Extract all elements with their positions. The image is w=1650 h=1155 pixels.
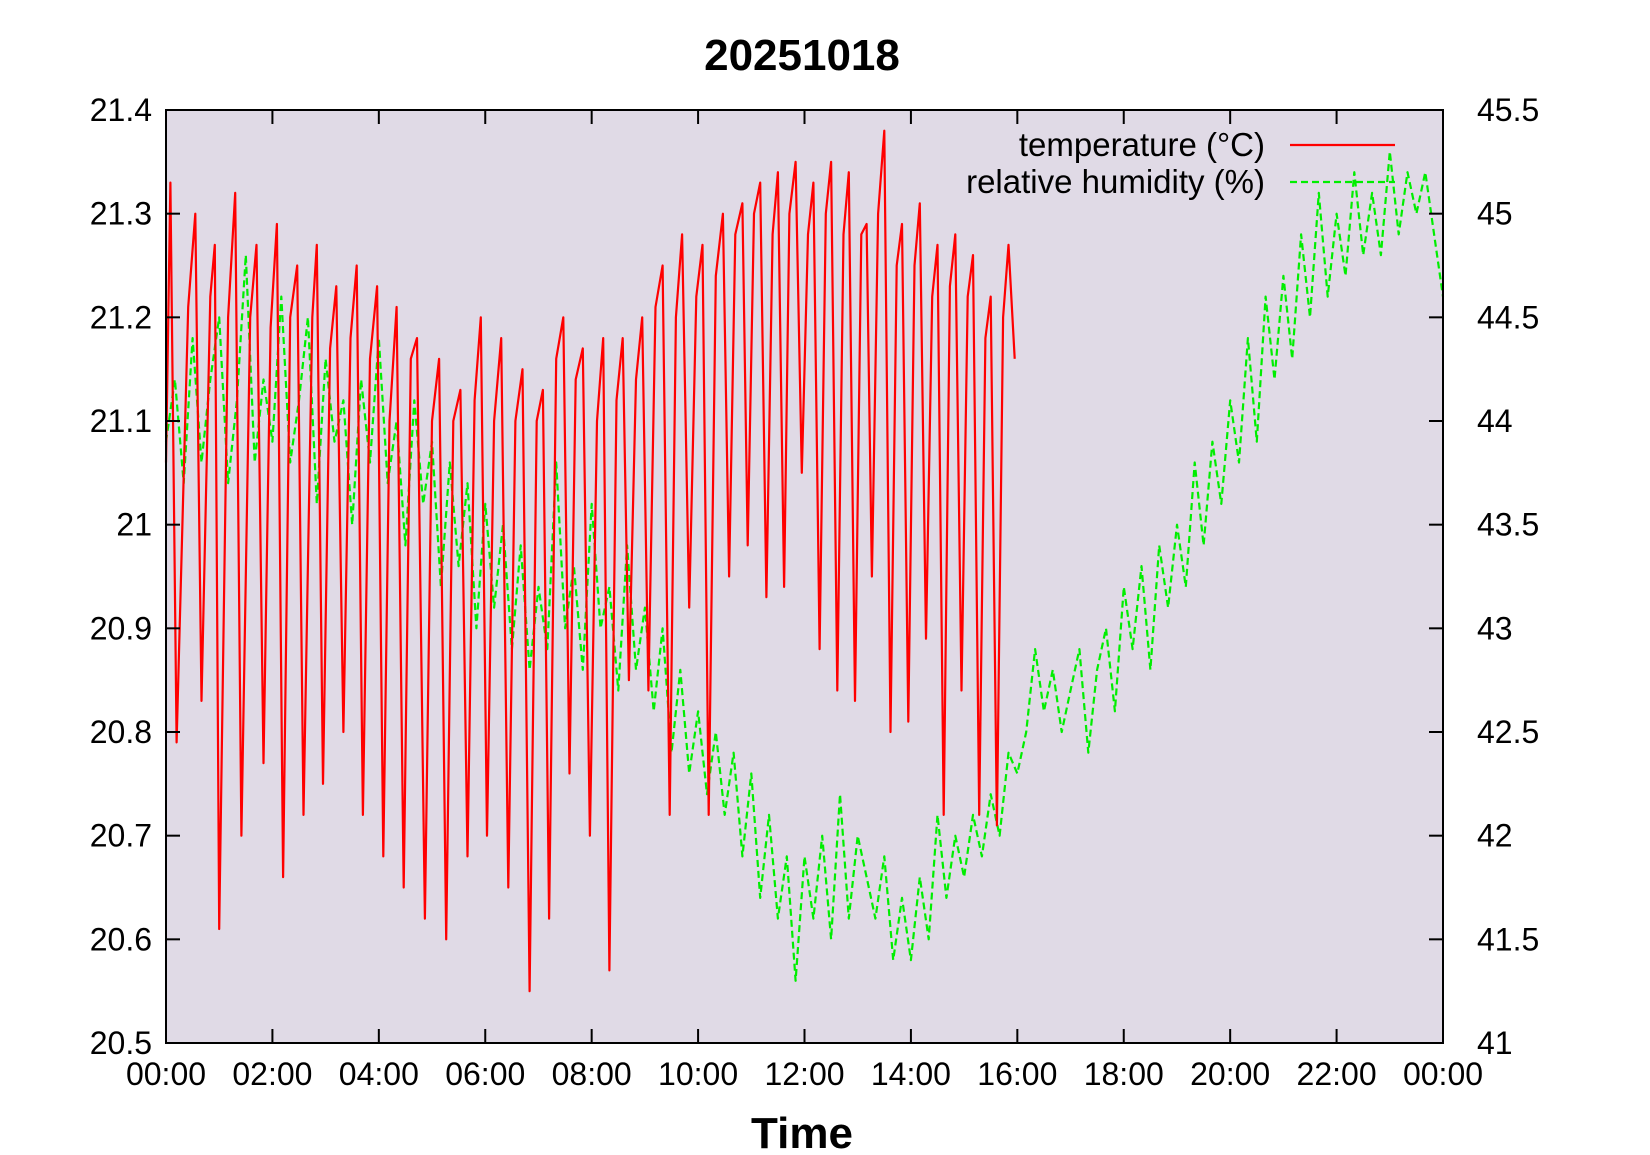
x-tick-label: 20:00 [1190,1056,1270,1092]
series-layer [164,129,1445,993]
y2-tick-label: 44.5 [1477,299,1539,335]
x-tick-label: 00:00 [126,1056,206,1092]
y-tick-label: 21.4 [90,92,152,128]
y-tick-label: 20.9 [90,610,152,646]
x-tick-label: 02:00 [232,1056,312,1092]
axis-layer: 00:00 02:00 04:00 06:00 08:00 10:00 12:00 14:00… [90,92,1540,1092]
x-tick-label: 04:00 [339,1056,419,1092]
y-tick-label: 20.6 [90,921,152,957]
y-tick-label: 21.3 [90,196,152,232]
x-tick-label: 16:00 [977,1056,1057,1092]
x-tick-label: 06:00 [445,1056,525,1092]
y-tick-label: 20.7 [90,818,152,854]
chart-title: 20251018 [704,31,900,80]
legend-label: relative humidity (%) [966,163,1265,200]
temperature-series-line [164,129,1016,993]
y2-tick-label: 43 [1477,610,1513,646]
x-tick-label: 22:00 [1297,1056,1377,1092]
y-tick-label: 20.5 [90,1025,152,1061]
x-tick-label: 00:00 [1403,1056,1483,1092]
x-tick-label: 10:00 [658,1056,738,1092]
y2-tick-label: 45 [1477,196,1513,232]
y-tick-label: 21.1 [90,403,152,439]
x-tick-label: 08:00 [552,1056,632,1092]
y2-tick-label: 44 [1477,403,1513,439]
x-tick-label: 18:00 [1084,1056,1164,1092]
y2-tick-label: 43.5 [1477,507,1539,543]
y2-tick-label: 42.5 [1477,714,1539,750]
plot-area [166,110,1443,1043]
legend-label: temperature (°C) [1019,126,1265,163]
y-tick-label: 21 [116,507,152,543]
y2-tick-label: 41.5 [1477,921,1539,957]
humidity-series-line [164,150,1445,982]
x-axis-label: Time [751,1109,853,1155]
y-tick-label: 21.2 [90,299,152,335]
y2-tick-label: 45.5 [1477,92,1539,128]
y2-tick-label: 42 [1477,818,1513,854]
y-tick-label: 20.8 [90,714,152,750]
x-tick-label: 14:00 [871,1056,951,1092]
x-tick-label: 12:00 [764,1056,844,1092]
y2-tick-label: 41 [1477,1025,1513,1061]
legend: temperature (°C)relative humidity (%) [966,126,1395,200]
